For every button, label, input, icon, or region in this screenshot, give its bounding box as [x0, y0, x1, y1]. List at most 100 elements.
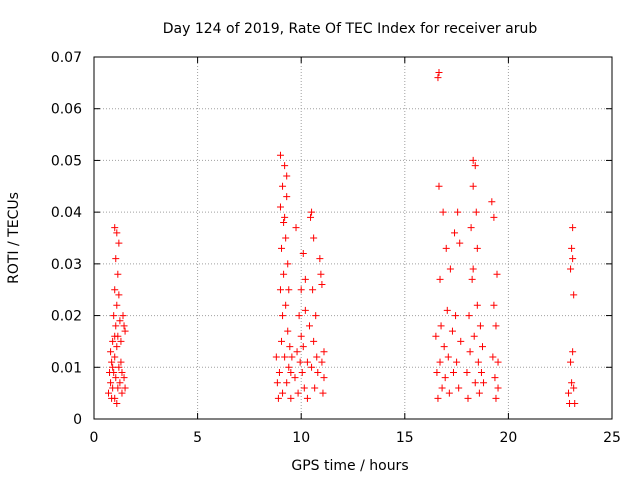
- data-point: [305, 322, 313, 330]
- plot-frame: [93, 56, 613, 420]
- data-point: [471, 379, 479, 387]
- data-point: [476, 322, 484, 330]
- data-point: [317, 270, 325, 278]
- data-point: [295, 312, 303, 320]
- data-point: [488, 198, 496, 206]
- data-point: [571, 399, 579, 407]
- data-point: [111, 286, 119, 294]
- data-point: [568, 244, 576, 252]
- data-point: [121, 384, 129, 392]
- data-point: [320, 348, 328, 356]
- data-point: [446, 265, 454, 273]
- data-point: [318, 281, 326, 289]
- y-tick-label: 0.07: [51, 50, 82, 66]
- data-point: [279, 182, 287, 190]
- chart-title: Day 124 of 2019, Rate Of TEC Index for r…: [163, 21, 538, 37]
- data-point: [493, 270, 501, 278]
- data-point: [286, 343, 294, 351]
- x-tick-label: 20: [499, 430, 517, 446]
- data-point: [438, 384, 446, 392]
- data-point: [107, 379, 115, 387]
- data-point: [113, 301, 121, 309]
- data-point: [569, 348, 577, 356]
- data-point: [467, 224, 475, 232]
- data-point: [320, 374, 328, 382]
- x-tick-label: 25: [603, 430, 621, 446]
- data-point: [489, 353, 497, 361]
- data-point: [435, 69, 443, 77]
- x-tick-label: 10: [292, 430, 310, 446]
- data-point: [441, 374, 449, 382]
- data-point: [453, 358, 461, 366]
- y-tick-label: 0.03: [51, 257, 82, 273]
- data-point: [307, 213, 315, 221]
- y-tick-label: 0.04: [51, 205, 82, 221]
- data-point: [276, 286, 284, 294]
- data-point: [116, 379, 124, 387]
- data-point: [477, 368, 485, 376]
- data-point: [475, 389, 483, 397]
- data-point: [316, 255, 324, 263]
- data-point: [448, 327, 456, 335]
- grid-lines: [94, 57, 612, 419]
- data-point: [114, 384, 122, 392]
- data-point: [432, 332, 440, 340]
- data-point: [121, 327, 129, 335]
- data-point: [111, 353, 119, 361]
- x-tick-label: 5: [193, 430, 202, 446]
- data-point: [299, 343, 307, 351]
- data-point: [491, 374, 499, 382]
- data-point: [568, 379, 576, 387]
- data-point: [312, 312, 320, 320]
- data-point: [308, 208, 316, 216]
- data-point: [310, 234, 318, 242]
- data-point: [309, 286, 317, 294]
- data-point: [564, 389, 572, 397]
- data-point: [445, 389, 453, 397]
- data-point: [314, 368, 322, 376]
- data-point: [287, 394, 295, 402]
- data-point: [473, 244, 481, 252]
- data-point: [318, 358, 326, 366]
- data-point: [279, 389, 287, 397]
- data-point: [455, 384, 463, 392]
- data-point: [311, 384, 319, 392]
- data-point: [288, 353, 296, 361]
- data-point: [285, 286, 293, 294]
- data-point: [465, 312, 473, 320]
- data-point: [570, 384, 578, 392]
- data-point: [452, 312, 460, 320]
- data-point: [293, 348, 301, 356]
- data-point: [118, 389, 126, 397]
- y-axis-ticks: 0 0.01 0.02 0.03 0.04 0.05 0.06 0.07: [51, 50, 612, 428]
- data-point: [109, 363, 117, 371]
- data-point: [282, 301, 290, 309]
- data-point: [301, 275, 309, 283]
- data-point: [284, 260, 292, 268]
- data-point: [444, 353, 452, 361]
- x-axis-ticks: 0 5 10 15 20 25: [90, 57, 621, 446]
- data-point: [118, 368, 126, 376]
- y-tick-label: 0.05: [51, 153, 82, 169]
- data-point: [480, 379, 488, 387]
- data-point: [569, 224, 577, 232]
- data-point: [570, 291, 578, 299]
- data-point: [279, 312, 287, 320]
- x-tick-label: 0: [90, 430, 99, 446]
- data-point: [105, 389, 113, 397]
- data-point: [490, 301, 498, 309]
- data-point: [119, 312, 127, 320]
- y-tick-label: 0.02: [51, 309, 82, 325]
- data-point: [281, 162, 289, 170]
- data-point: [472, 208, 480, 216]
- data-point: [296, 358, 304, 366]
- data-point: [280, 218, 288, 226]
- data-point: [442, 244, 450, 252]
- data-point: [112, 255, 120, 263]
- data-point: [114, 270, 122, 278]
- data-point: [434, 394, 442, 402]
- data-point: [469, 265, 477, 273]
- data-point: [283, 172, 291, 180]
- data-point: [297, 286, 305, 294]
